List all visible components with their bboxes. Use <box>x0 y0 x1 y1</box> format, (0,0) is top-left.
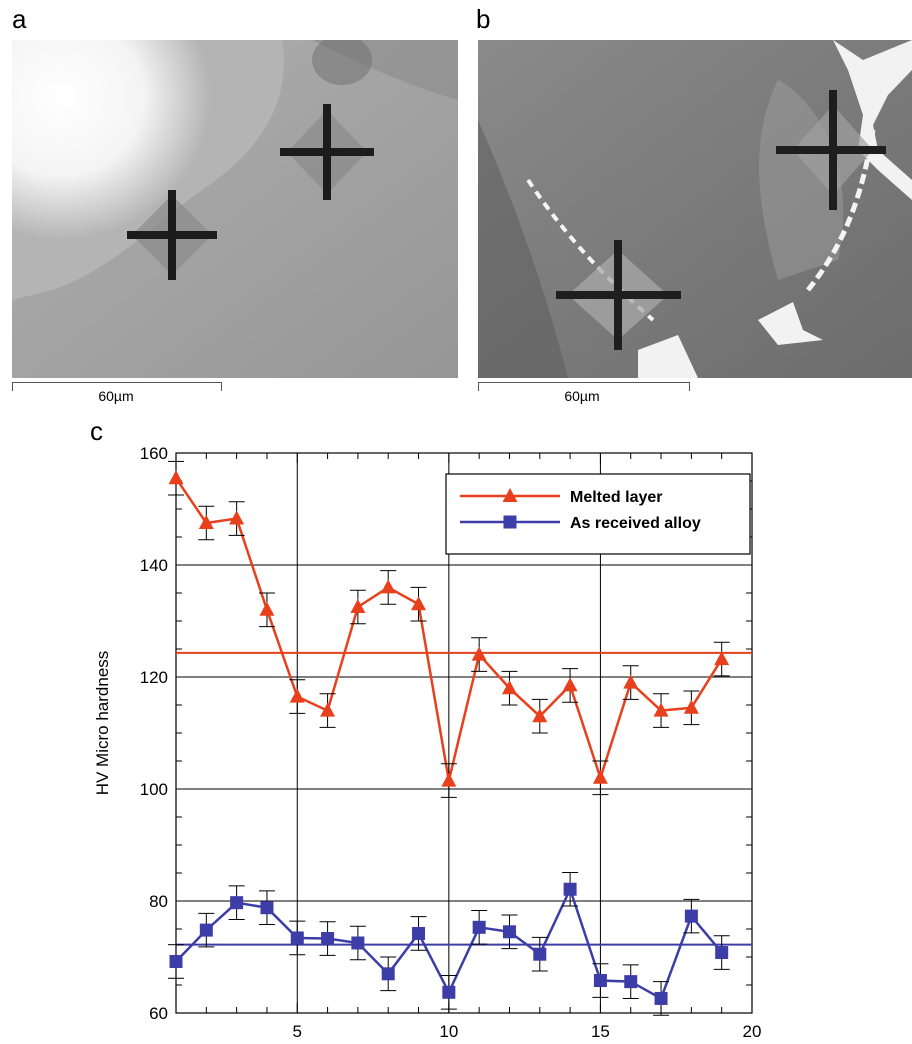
melted-layer-point <box>411 596 427 611</box>
y-tick-label: 120 <box>140 668 168 687</box>
melted-layer-point <box>501 680 517 695</box>
legend-as-received-marker <box>503 515 517 529</box>
panel-a-micrograph <box>12 40 458 378</box>
panel-a-scalebar <box>12 382 222 391</box>
melted-layer-point <box>198 515 214 529</box>
legend-melted-layer-label: Melted layer <box>570 489 662 506</box>
x-tick-label: 15 <box>591 1022 610 1041</box>
as-received-point <box>715 946 729 960</box>
legend-as-received-label: As received alloy <box>570 515 701 532</box>
melted-layer-point <box>714 651 730 666</box>
panel-c-letter: c <box>90 416 103 446</box>
panel-b-scalebar <box>478 382 690 391</box>
as-received-point <box>563 882 577 896</box>
panel-b-micrograph <box>478 40 912 378</box>
as-received-point <box>321 932 335 946</box>
x-tick-label: 20 <box>743 1022 762 1041</box>
melted-layer-point <box>471 646 487 661</box>
legend-melted-layer-marker <box>502 488 518 502</box>
panel-a-scale-label: 60µm <box>98 388 134 404</box>
melted-layer-point <box>229 510 245 525</box>
melted-layer-point <box>289 688 305 703</box>
panel-a-letter: a <box>12 4 27 34</box>
y-tick-label: 60 <box>149 1004 168 1023</box>
melted-layer-point <box>623 674 639 689</box>
melted-layer-point <box>380 579 396 594</box>
as-received-point <box>472 920 486 934</box>
melted-layer-point <box>168 470 184 485</box>
as-received-point <box>624 975 638 989</box>
legend-box <box>445 473 751 555</box>
y-tick-label: 80 <box>149 892 168 911</box>
as-received-point <box>351 936 365 950</box>
as-received-point <box>654 991 668 1005</box>
as-received-point <box>381 967 395 981</box>
as-received-point <box>199 923 213 937</box>
melted-layer-point <box>441 772 457 787</box>
indent-1 <box>127 190 217 280</box>
y-axis-title: HV Micro hardness <box>93 651 112 796</box>
indent-3 <box>556 240 681 350</box>
y-tick-label: 100 <box>140 780 168 799</box>
melted-layer-point <box>350 599 366 613</box>
melted-layer-point <box>653 702 669 717</box>
panel-b-letter: b <box>476 4 491 34</box>
as-received-point <box>412 926 426 940</box>
as-received-point <box>230 896 244 910</box>
hardness-chart: 51015206080100120140160Indentation Posit… <box>93 444 762 1041</box>
as-received-point <box>684 909 698 923</box>
melted-layer-point <box>259 601 275 616</box>
as-received-point <box>169 954 183 968</box>
as-received-point <box>593 974 607 988</box>
indent-2 <box>280 104 374 200</box>
melted-layer-point <box>592 769 608 784</box>
as-received-point <box>442 985 456 999</box>
y-tick-label: 160 <box>140 444 168 463</box>
x-tick-label: 5 <box>293 1022 302 1041</box>
melted-layer-point <box>532 708 548 723</box>
x-tick-label: 10 <box>439 1022 458 1041</box>
as-received-point <box>502 925 516 939</box>
as-received-point <box>290 931 304 945</box>
melted-layer-point <box>320 702 336 717</box>
melted-layer-point <box>562 677 578 692</box>
as-received-point <box>533 947 547 961</box>
y-tick-label: 140 <box>140 556 168 575</box>
indent-4 <box>776 90 886 210</box>
legend: Melted layer As received alloy <box>445 473 751 555</box>
panel-b-scale-label: 60µm <box>564 388 600 404</box>
melted-layer-point <box>683 699 699 714</box>
as-received-point <box>260 901 274 915</box>
